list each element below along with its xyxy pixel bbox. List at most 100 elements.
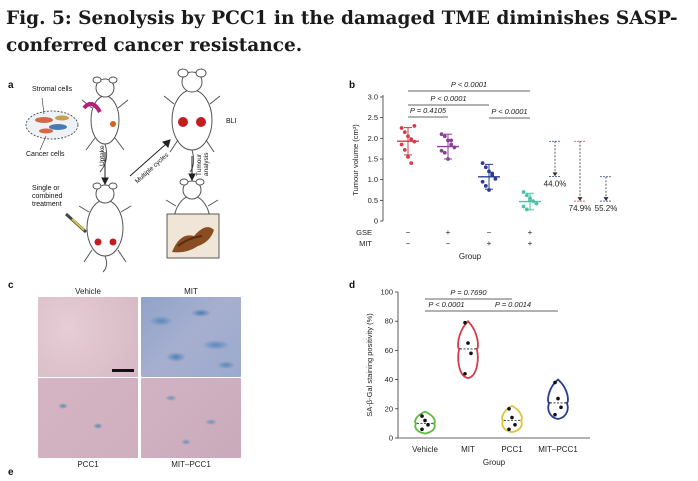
reduction-label: 55.2% xyxy=(595,204,618,213)
data-point xyxy=(490,171,495,176)
data-point xyxy=(487,169,491,174)
p-value-label: P < 0.0001 xyxy=(428,300,464,309)
data-point xyxy=(402,130,407,135)
micrograph-mit-pcc1 xyxy=(141,378,241,458)
y-axis-label: Tumour volume (cm³) xyxy=(351,124,360,196)
data-point xyxy=(463,320,467,325)
data-point xyxy=(480,161,485,166)
data-point xyxy=(399,142,404,147)
data-point xyxy=(449,142,454,147)
y-tick-label: 0 xyxy=(374,217,378,226)
p-value-label: P = 0.4105 xyxy=(410,106,447,115)
panel-label-d: d xyxy=(349,280,356,291)
panel-label-b: b xyxy=(349,80,356,91)
violin-shape xyxy=(547,378,569,420)
label-pcc1: PCC1 xyxy=(77,460,99,469)
gse-sign: − xyxy=(487,228,492,237)
data-point xyxy=(469,351,473,356)
row-label-gse: GSE xyxy=(356,228,372,237)
data-point xyxy=(439,148,444,153)
data-point xyxy=(406,155,410,159)
data-point xyxy=(493,176,498,181)
panel-label-e: e xyxy=(8,467,14,478)
data-point xyxy=(409,137,414,142)
y-tick-label: 2.5 xyxy=(368,113,378,122)
micrograph-pcc1 xyxy=(38,378,138,458)
data-point xyxy=(452,145,457,150)
y-tick-label: 0 xyxy=(389,434,393,443)
data-point xyxy=(412,139,417,144)
panel-label-c: c xyxy=(8,280,14,291)
reduction-arrowhead xyxy=(603,197,609,202)
data-point xyxy=(483,165,488,170)
y-tick-label: 100 xyxy=(380,288,393,297)
row-label-mit: MIT xyxy=(359,239,372,248)
data-point xyxy=(556,396,560,401)
violin-shape xyxy=(501,404,523,434)
data-point xyxy=(521,190,526,194)
data-point xyxy=(442,134,447,139)
data-point xyxy=(449,138,454,143)
y-tick-label: 1.0 xyxy=(368,175,378,184)
data-point xyxy=(553,412,557,417)
mit-sign: − xyxy=(446,239,451,248)
x-axis-label: Group xyxy=(459,252,482,261)
gse-sign: − xyxy=(406,228,411,237)
data-point xyxy=(463,371,467,376)
data-point xyxy=(524,207,529,212)
data-point xyxy=(426,423,430,427)
y-tick-label: 40 xyxy=(385,375,393,384)
gse-sign: + xyxy=(528,228,533,237)
data-point xyxy=(480,179,485,184)
x-tick-label: Vehicle xyxy=(412,445,438,454)
data-point xyxy=(510,415,514,420)
micrograph-mit xyxy=(141,297,241,377)
data-point xyxy=(406,134,410,139)
data-point xyxy=(528,198,532,203)
y-tick-label: 0.5 xyxy=(368,196,378,205)
data-point xyxy=(507,427,511,432)
data-point xyxy=(559,405,563,410)
label-cancer-cells: Cancer cells xyxy=(26,151,65,158)
panel-label-a: a xyxy=(8,80,14,91)
data-point xyxy=(446,157,450,161)
data-point xyxy=(466,341,470,345)
scale-bar xyxy=(112,369,134,372)
violin-shape xyxy=(457,319,479,380)
data-point xyxy=(423,418,427,423)
data-point xyxy=(521,204,526,209)
data-point xyxy=(507,407,511,411)
data-point xyxy=(487,188,491,192)
x-tick-label: MIT–PCC1 xyxy=(538,445,578,454)
y-tick-label: 80 xyxy=(385,317,393,326)
y-tick-label: 3.0 xyxy=(368,93,378,102)
y-tick-label: 1.5 xyxy=(368,155,378,164)
data-point xyxy=(446,138,450,143)
label-mit: MIT xyxy=(184,287,198,296)
data-point xyxy=(409,161,414,166)
reduction-arrowhead xyxy=(552,172,558,177)
micrograph-vehicle xyxy=(38,297,138,377)
violin-shape xyxy=(414,410,436,435)
data-point xyxy=(534,201,539,206)
y-tick-label: 60 xyxy=(385,346,393,355)
data-point xyxy=(531,199,536,204)
data-point xyxy=(420,414,424,418)
data-point xyxy=(399,126,404,130)
p-value-label: P = 0.7690 xyxy=(450,288,487,297)
data-point xyxy=(442,150,447,155)
data-point xyxy=(412,124,417,128)
data-point xyxy=(402,148,407,152)
data-point xyxy=(420,427,424,432)
label-bli: BLI xyxy=(226,118,237,125)
data-point xyxy=(483,183,488,188)
mit-sign: − xyxy=(406,239,411,248)
x-tick-label: MIT xyxy=(461,445,475,454)
figure-title: Fig. 5: Senolysis by PCC1 in the damaged… xyxy=(6,8,678,56)
y-axis-label: SA-β-Gal staining positivity (%) xyxy=(365,313,374,417)
p-value-label: P = 0.0014 xyxy=(495,300,531,309)
mit-sign: + xyxy=(487,239,492,248)
mit-sign: + xyxy=(528,239,533,248)
p-value-label: P < 0.0001 xyxy=(430,94,466,103)
